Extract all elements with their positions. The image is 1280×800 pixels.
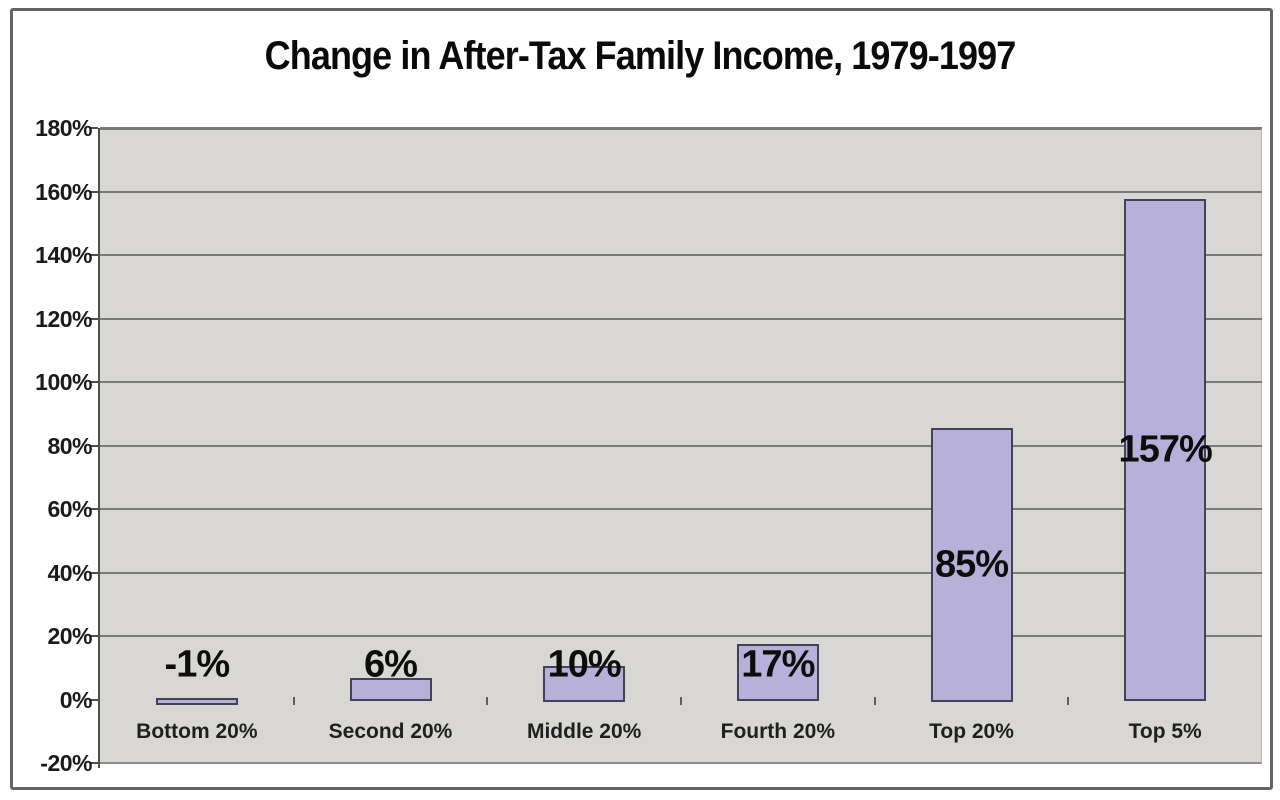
chart-title: Change in After-Tax Family Income, 1979-… bbox=[264, 34, 1017, 78]
plot-area bbox=[100, 128, 1262, 764]
